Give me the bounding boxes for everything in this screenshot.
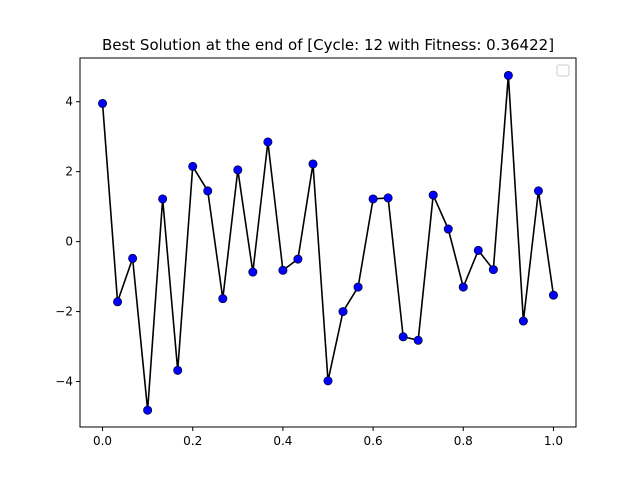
data-point: [293, 254, 303, 264]
data-point: [128, 253, 138, 263]
data-point: [548, 290, 558, 300]
x-tick-label: 0.8: [454, 434, 473, 448]
chart-title: Best Solution at the end of [Cycle: 12 w…: [102, 36, 554, 54]
data-point: [473, 245, 483, 255]
data-point: [488, 265, 498, 275]
data-point: [458, 282, 468, 292]
x-axis-ticks: 0.0 0.2 0.4 0.6 0.8 1.0: [93, 427, 563, 448]
data-point: [158, 194, 168, 204]
data-point: [428, 190, 438, 200]
axes: [79, 57, 577, 428]
data-point: [143, 405, 153, 415]
series-line: [101, 75, 555, 411]
y-tick-label: 4: [65, 95, 73, 109]
data-point: [398, 332, 408, 342]
legend-box: [556, 64, 570, 77]
data-point: [443, 224, 453, 234]
x-tick-label: 1.0: [544, 434, 563, 448]
y-tick-label: 2: [65, 165, 73, 179]
data-point: [383, 193, 393, 203]
y-tick-label: −2: [55, 305, 73, 319]
x-tick-label: 0.0: [93, 434, 112, 448]
x-tick-label: 0.4: [273, 434, 292, 448]
data-point: [188, 161, 198, 171]
data-point: [368, 194, 378, 204]
legend: [556, 64, 570, 77]
x-tick-label: 0.2: [183, 434, 202, 448]
data-point: [203, 186, 213, 196]
data-point: [323, 376, 333, 386]
data-point: [218, 294, 228, 304]
y-tick-label: −4: [55, 375, 73, 389]
data-point: [338, 307, 348, 317]
data-point: [263, 137, 273, 147]
data-point: [248, 267, 258, 277]
data-point: [413, 335, 423, 345]
data-point: [113, 297, 123, 307]
plot-area: [98, 70, 558, 415]
data-point: [353, 282, 363, 292]
data-point: [518, 316, 528, 326]
data-point: [173, 365, 183, 375]
axes-frame: [79, 57, 577, 428]
y-axis-ticks: −4 −2 0 2 4: [55, 95, 80, 389]
x-tick-label: 0.6: [364, 434, 383, 448]
data-point: [233, 165, 243, 175]
data-point: [308, 159, 318, 169]
data-point: [533, 186, 543, 196]
data-point: [278, 265, 288, 275]
data-point: [98, 98, 108, 108]
y-tick-label: 0: [65, 235, 73, 249]
data-point: [503, 70, 513, 80]
